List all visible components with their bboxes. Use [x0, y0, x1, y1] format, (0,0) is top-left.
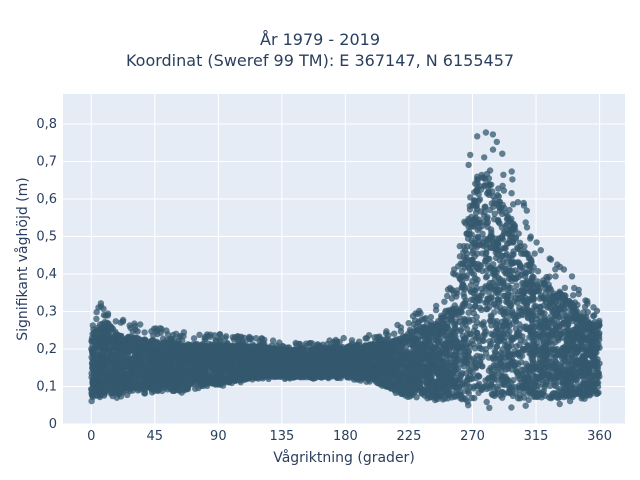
scatter-point [481, 154, 488, 161]
scatter-point [476, 337, 483, 344]
scatter-point [569, 292, 577, 299]
scatter-point [486, 404, 493, 411]
scatter-point [566, 397, 574, 405]
scatter-point [508, 168, 515, 175]
scatter-point [596, 317, 603, 325]
scatter-point [544, 275, 551, 283]
scatter-point [340, 334, 347, 342]
chart-title-line-1: År 1979 - 2019 [260, 30, 380, 49]
scatter-point [523, 207, 530, 214]
scatter-point [475, 197, 482, 205]
scatter-point [533, 239, 540, 246]
scatter-point [472, 214, 479, 221]
scatter-point [482, 129, 490, 136]
scatter-point [517, 325, 524, 333]
scatter-point [397, 328, 405, 335]
scatter-point [461, 293, 468, 300]
scatter-point [491, 210, 498, 217]
scatter-point [513, 282, 520, 289]
scatter-point [474, 226, 481, 234]
scatter-point [471, 394, 478, 402]
scatter-point [141, 329, 148, 336]
scatter-point [490, 193, 497, 200]
scatter-point [545, 285, 552, 292]
scatter-point [496, 199, 503, 206]
scatter-point [591, 312, 598, 319]
scatter-point [510, 201, 517, 208]
scatter-point [508, 404, 515, 411]
scatter-point [531, 250, 538, 257]
scatter-point [363, 335, 370, 342]
scatter-point [93, 308, 100, 316]
scatter-point [382, 330, 390, 337]
scatter-point [172, 330, 180, 337]
scatter-point [433, 302, 440, 310]
scatter-point [464, 381, 471, 388]
scatter-point [465, 161, 472, 169]
scatter-point [441, 298, 448, 305]
data-points [88, 129, 603, 411]
scatter-point [568, 273, 576, 280]
scatter-point [478, 362, 485, 370]
scatter-point [495, 193, 502, 200]
scatter-point [499, 150, 506, 157]
scatter-point [509, 392, 517, 400]
scatter-point [97, 300, 105, 307]
scatter-point [552, 273, 559, 280]
scatter-point [405, 320, 412, 327]
scatter-point [495, 185, 502, 192]
scatter-point [498, 204, 505, 212]
scatter-point [476, 304, 483, 311]
scatter-point [124, 391, 131, 399]
scatter-point [472, 323, 479, 330]
scatter-point [521, 243, 528, 250]
scatter-point [394, 321, 401, 329]
scatter-point [500, 171, 507, 178]
chart-title-line-2: Koordinat (Sweref 99 TM): E 367147, N 61… [125, 51, 515, 70]
scatter-point [491, 392, 498, 400]
scatter-point [534, 268, 542, 275]
scatter-point [523, 279, 530, 286]
scatter-point [100, 305, 107, 312]
scatter-point [469, 305, 476, 313]
scatter-point [489, 131, 497, 138]
scatter-point [556, 400, 563, 408]
scatter-point [467, 151, 474, 159]
scatter-point [523, 224, 531, 231]
scatter-point [486, 167, 494, 174]
scatter-point [459, 301, 467, 308]
scatter-point [465, 402, 472, 409]
scatter-point [252, 335, 260, 342]
scatter-point [502, 270, 509, 277]
scatter-point [487, 226, 495, 233]
scatter-point [190, 335, 198, 342]
